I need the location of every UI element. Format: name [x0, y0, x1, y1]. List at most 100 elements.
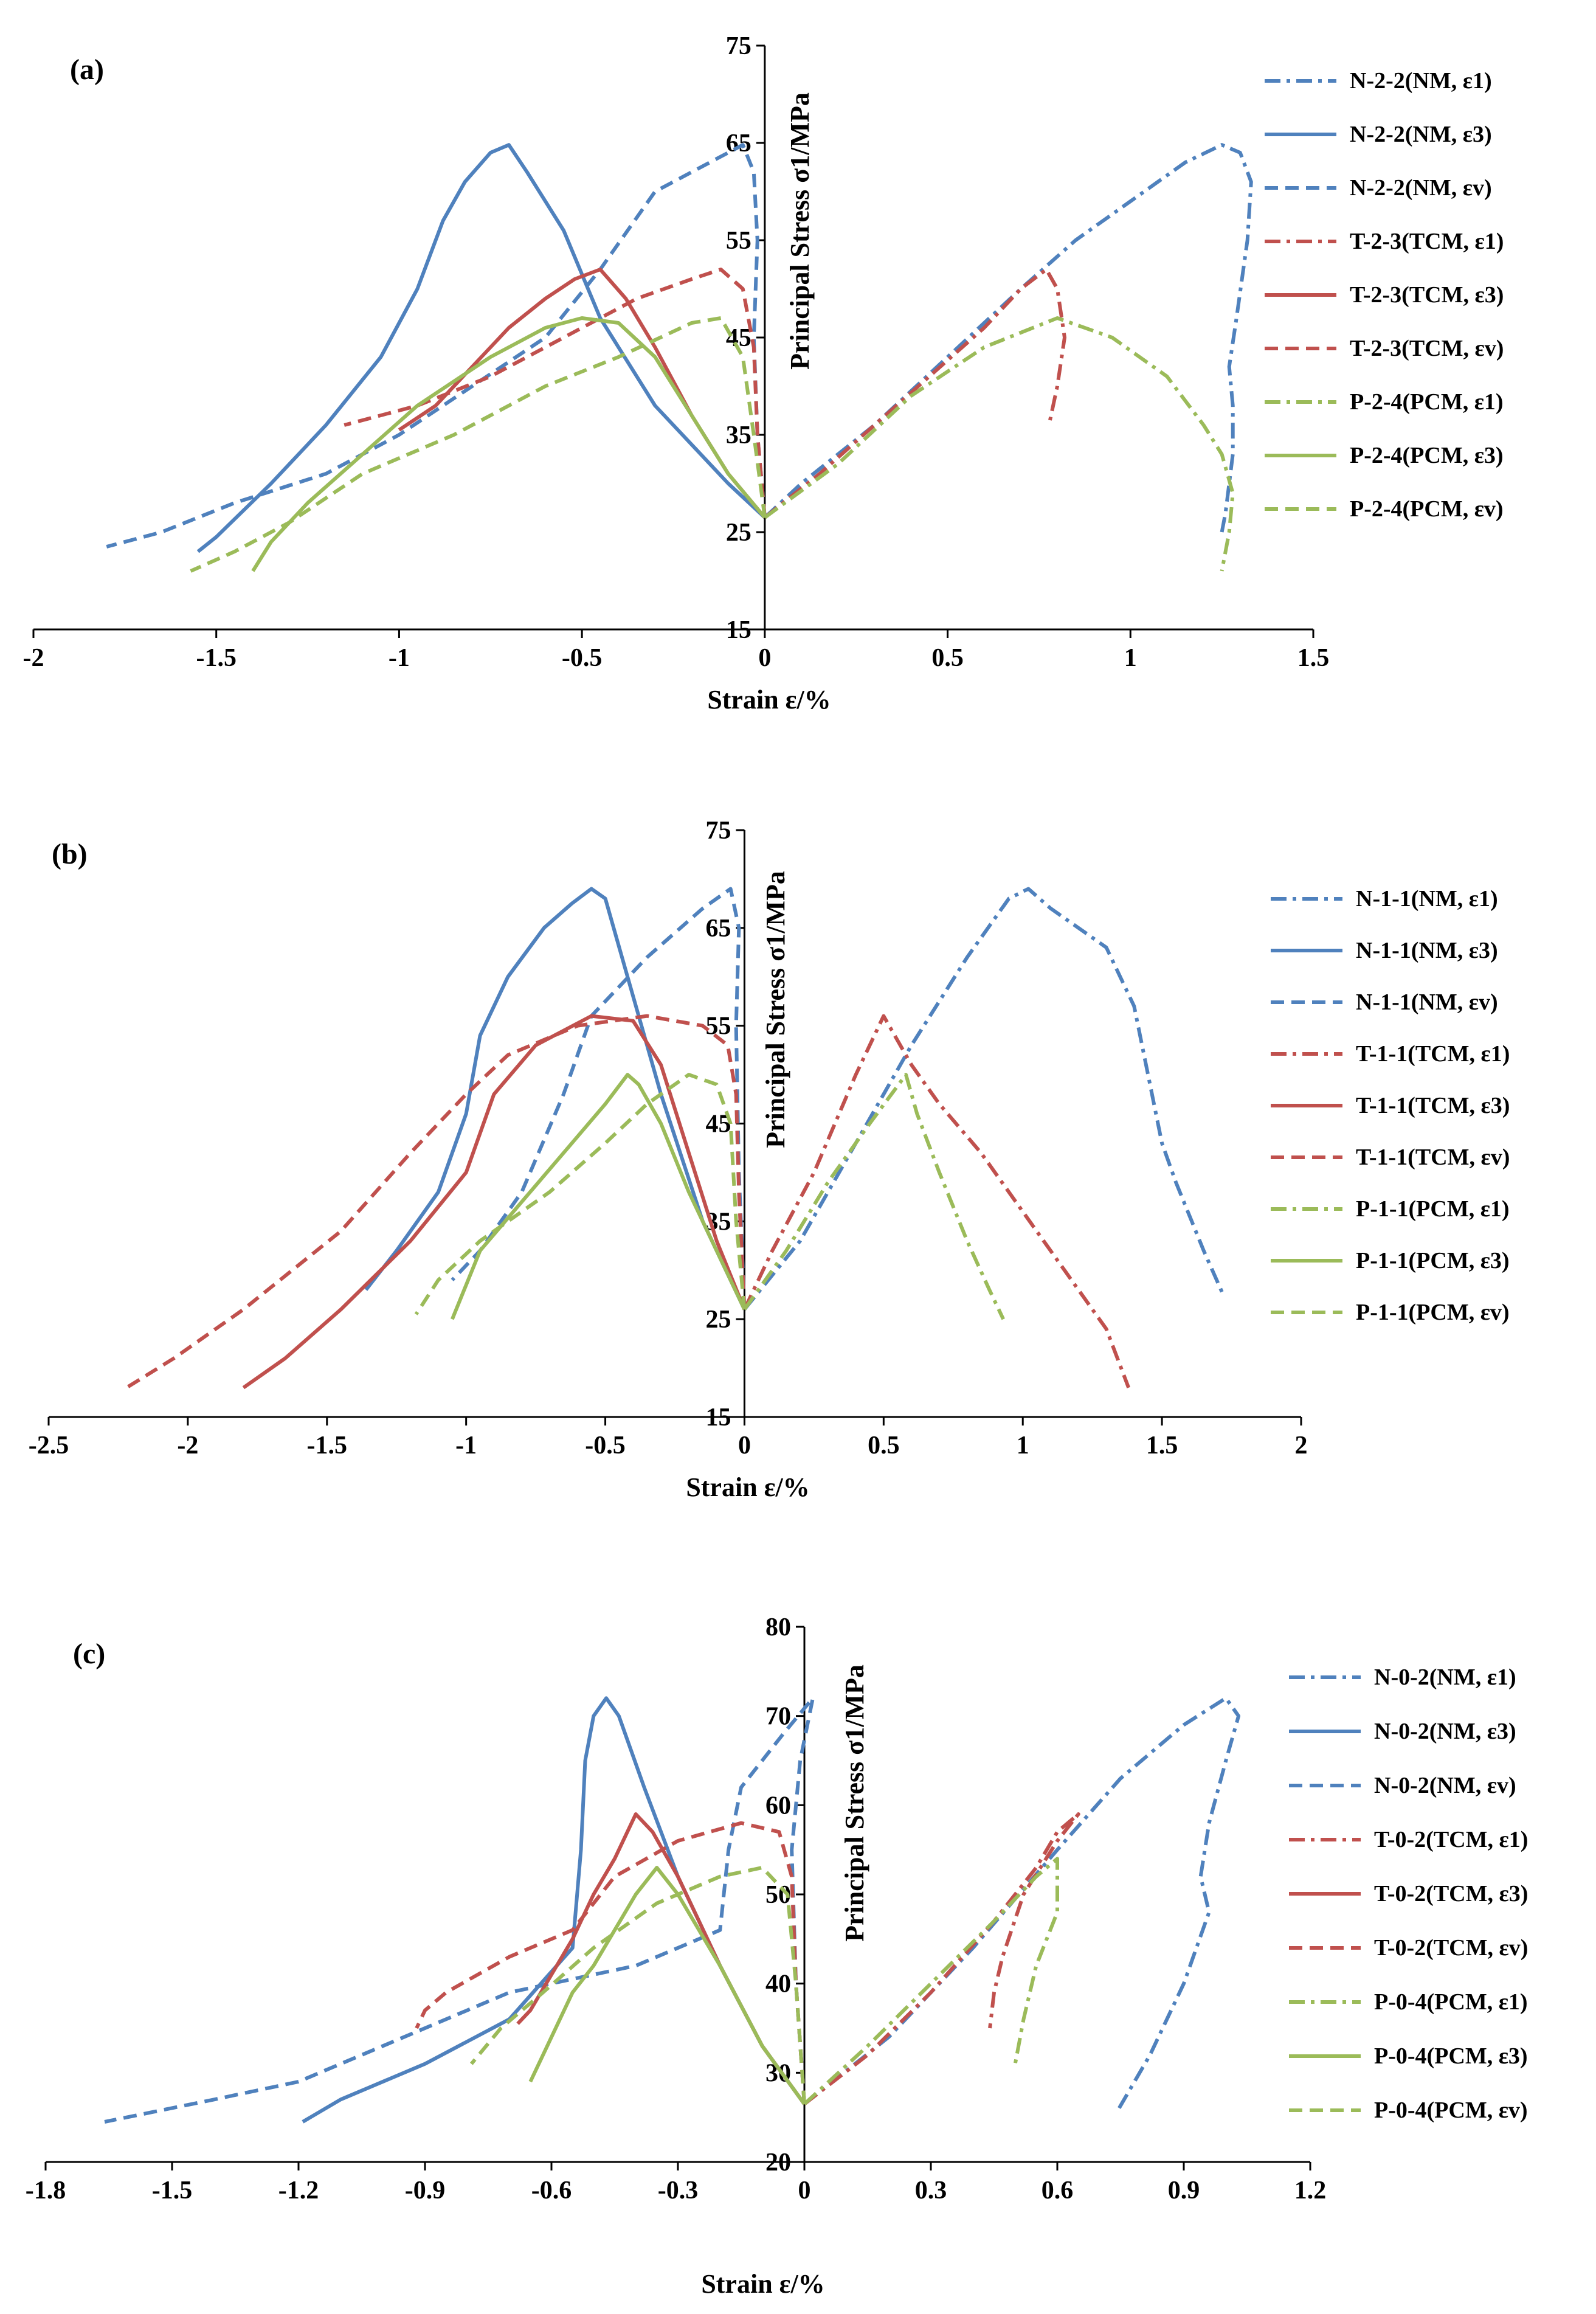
legend-label: N-0-2(NM, ε3): [1374, 1719, 1516, 1744]
x-axis-title: Strain ε/%: [701, 2269, 824, 2299]
series-line-3: [803, 1812, 1080, 2106]
series-line-4: [242, 1014, 747, 1390]
series-line-8: [469, 1866, 806, 2104]
series-line-0: [803, 1696, 1241, 2114]
legend-label: P-0-4(PCM, ε3): [1374, 2043, 1528, 2069]
legend-label: P-2-4(PCM, ε3): [1350, 443, 1504, 468]
series-line-6: [764, 316, 1235, 572]
legend-label: T-2-3(TCM, ε3): [1350, 282, 1504, 308]
x-tick-label: 0.9: [1168, 2177, 1200, 2205]
legend: N-0-2(NM, ε1) N-0-2(NM, ε3) N-0-2(NM, εv) T…: [1289, 1664, 1528, 2123]
legend-label: N-1-1(NM, ε1): [1356, 886, 1498, 912]
x-tick-label: 0.5: [868, 1432, 900, 1460]
x-tick-label: 1: [1017, 1432, 1029, 1460]
legend-label: T-1-1(TCM, ε3): [1356, 1093, 1510, 1118]
series-line-0: [763, 143, 1253, 533]
y-tick-label: 75: [726, 32, 751, 60]
series-line-6: [803, 1857, 1059, 2105]
x-tick-label: 0: [798, 2177, 811, 2205]
legend-label: T-1-1(TCM, εv): [1356, 1145, 1510, 1170]
legend-label: P-1-1(PCM, ε3): [1356, 1248, 1510, 1273]
legend-label: P-1-1(PCM, ε1): [1356, 1196, 1510, 1222]
legend-label: T-0-2(TCM, ε3): [1374, 1881, 1528, 1907]
y-tick-label: 75: [705, 817, 731, 845]
x-tick-label: 0.6: [1042, 2177, 1074, 2205]
legend-label: N-2-2(NM, ε1): [1350, 68, 1492, 94]
series-line-1: [364, 887, 747, 1311]
y-tick-label: 25: [705, 1306, 731, 1334]
legend-label: T-0-2(TCM, ε1): [1374, 1827, 1528, 1852]
x-tick-label: 0.3: [915, 2177, 947, 2205]
y-axis-title: Principal Stress σ1/MPa: [840, 1664, 869, 1942]
legend-label: P-1-1(PCM, εv): [1356, 1300, 1510, 1325]
y-tick-label: 55: [726, 227, 751, 255]
y-tick-label: 70: [765, 1703, 791, 1731]
legend-label: T-1-1(TCM, ε1): [1356, 1041, 1510, 1067]
legend-label: P-2-4(PCM, ε1): [1350, 389, 1504, 415]
y-tick-label: 40: [765, 1970, 791, 1998]
series-line-7: [451, 1073, 747, 1320]
panel-label: (a): [70, 54, 104, 86]
legend: N-1-1(NM, ε1) N-1-1(NM, ε3) N-1-1(NM, εv) T…: [1271, 886, 1510, 1325]
series-line-7: [528, 1866, 806, 2105]
series-line-6: [742, 1073, 1005, 1320]
y-axis-title: Principal Stress σ1/MPa: [761, 871, 790, 1148]
legend-label: T-2-3(TCM, ε1): [1350, 229, 1504, 254]
legend-label: N-2-2(NM, εv): [1350, 175, 1492, 201]
series-line-5: [415, 1821, 806, 2104]
legend: N-2-2(NM, ε1) N-2-2(NM, ε3) N-2-2(NM, εv) T…: [1265, 68, 1504, 522]
legend-label: T-2-3(TCM, εv): [1350, 336, 1504, 361]
x-tick-label: -0.3: [658, 2177, 699, 2205]
legend-label: N-0-2(NM, ε1): [1374, 1664, 1516, 1690]
panel-c: (c) -1.8 -1.5 -1.2 -0.9 -0.6 -0.3 0 0.3 0.6 0.9 1.2…: [26, 1613, 1529, 2299]
series-line-1: [302, 1696, 806, 2124]
x-tick-label: -1.2: [278, 2177, 319, 2205]
panel-label: (c): [73, 1638, 105, 1670]
y-tick-label: 60: [765, 1792, 791, 1820]
y-tick-label: 65: [726, 130, 751, 158]
x-tick-label: -1.5: [307, 1432, 348, 1460]
x-tick-label: -1.5: [152, 2177, 193, 2205]
panel-a: (a)-2 -1.5 -1 -0.5 0 0.5 1 1.515253545556575Str…: [23, 32, 1504, 715]
x-axis-title: Strain ε/%: [686, 1472, 809, 1502]
series-line-1: [196, 143, 766, 553]
x-tick-label: 1: [1124, 644, 1137, 672]
x-tick-label: 0.5: [931, 644, 964, 672]
x-tick-label: -1: [455, 1432, 477, 1460]
series-line-5: [344, 268, 767, 518]
x-tick-label: 1.5: [1297, 644, 1330, 672]
series-line-5: [125, 1014, 747, 1390]
series-line-0: [743, 887, 1225, 1311]
x-tick-label: -1.8: [26, 2177, 66, 2205]
y-axis-title: Principal Stress σ1/MPa: [785, 92, 815, 370]
x-tick-label: 0: [738, 1432, 751, 1460]
series-line-8: [414, 1073, 747, 1315]
panel-b: (b)-2.5 -2 -1.5 -1 -0.5 0 0.5 1 1.5 2152535455565…: [29, 817, 1510, 1502]
legend-label: N-1-1(NM, εv): [1356, 989, 1498, 1015]
x-axis-title: Strain ε/%: [707, 685, 831, 715]
series-line-7: [251, 316, 767, 572]
y-tick-label: 25: [726, 519, 751, 547]
legend-label: T-0-2(TCM, εv): [1374, 1935, 1528, 1961]
y-tick-label: 35: [726, 421, 751, 449]
y-tick-label: 15: [726, 616, 751, 644]
y-tick-label: 80: [765, 1613, 791, 1641]
x-tick-label: -1: [389, 644, 410, 672]
series-line-3: [742, 1014, 1131, 1388]
legend-label: P-2-4(PCM, εv): [1350, 496, 1504, 522]
x-tick-label: -0.5: [585, 1432, 626, 1460]
x-tick-label: 0: [758, 644, 771, 672]
series-line-8: [190, 316, 767, 573]
series-line-4: [398, 268, 767, 519]
y-tick-label: 15: [705, 1404, 731, 1432]
series-line-4: [516, 1812, 806, 2105]
x-tick-label: -0.9: [405, 2177, 446, 2205]
panel-label: (b): [52, 838, 88, 870]
x-tick-label: -1.5: [196, 644, 237, 672]
legend-label: N-2-2(NM, ε3): [1350, 122, 1492, 147]
legend-label: P-0-4(PCM, ε1): [1374, 1989, 1528, 2015]
x-tick-label: -2: [23, 644, 44, 672]
series-line-2: [451, 887, 747, 1310]
panels: (a)-2 -1.5 -1 -0.5 0 0.5 1 1.515253545556575Str…: [23, 32, 1529, 2299]
